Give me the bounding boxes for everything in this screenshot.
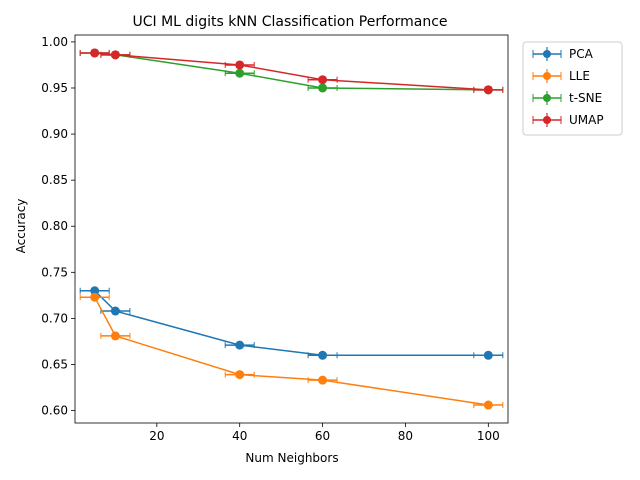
legend-label: t-SNE	[569, 91, 602, 105]
legend-label: PCA	[569, 47, 594, 61]
legend-marker	[543, 50, 551, 58]
data-point	[318, 350, 328, 360]
legend-entry: PCA	[532, 47, 594, 61]
legend-box	[522, 41, 623, 136]
data-point	[483, 400, 493, 410]
y-tick-label: 0.60	[41, 404, 68, 418]
legend-marker	[543, 72, 551, 80]
data-point	[110, 306, 120, 316]
y-tick-label: 0.90	[41, 127, 68, 141]
data-point	[235, 340, 245, 350]
y-tick-label: 0.95	[41, 81, 68, 95]
data-point	[235, 370, 245, 380]
y-tick-label: 0.65	[41, 357, 68, 371]
data-point	[235, 60, 245, 70]
legend-entry: t-SNE	[532, 91, 602, 105]
data-point	[318, 375, 328, 385]
x-tick-label: 60	[315, 429, 330, 443]
legend-marker	[543, 94, 551, 102]
data-point	[90, 48, 100, 58]
series-lle	[79, 292, 504, 410]
data-point	[90, 292, 100, 302]
x-tick-label: 20	[149, 429, 164, 443]
legend-label: LLE	[569, 69, 590, 83]
plot-area	[79, 48, 504, 410]
data-point	[318, 83, 328, 93]
data-point	[90, 286, 100, 296]
plot-frame	[74, 34, 509, 424]
series-line	[94, 52, 489, 91]
y-tick-label: 1.00	[41, 35, 68, 49]
y-tick-label: 0.80	[41, 219, 68, 233]
x-tick-label: 100	[477, 429, 500, 443]
x-tick-label: 80	[398, 429, 413, 443]
legend-entry: UMAP	[532, 113, 604, 127]
y-tick-label: 0.85	[41, 173, 68, 187]
x-axis-label: Num Neighbors	[245, 451, 338, 465]
data-point	[110, 331, 120, 341]
data-point	[483, 85, 493, 95]
series-umap	[79, 48, 504, 95]
chart-title: UCI ML digits kNN Classification Perform…	[132, 14, 447, 30]
x-tick-label: 40	[232, 429, 247, 443]
y-tick-label: 0.75	[41, 265, 68, 279]
legend: PCA LLE t-SNE UMAP	[522, 41, 623, 136]
data-point	[318, 75, 328, 85]
legend-marker	[543, 116, 551, 124]
data-point	[483, 350, 493, 360]
series-line	[94, 290, 489, 357]
y-axis-label: Accuracy	[14, 199, 28, 254]
series-pca	[79, 286, 504, 360]
data-point	[110, 50, 120, 60]
legend-label: UMAP	[569, 113, 604, 127]
y-tick-label: 0.70	[41, 311, 68, 325]
axes: 20 40 60 80 100 0.60 0.65 0.70 0.75 0.80 0.85 0.90 0…	[41, 34, 509, 443]
data-point	[235, 68, 245, 78]
legend-entry: LLE	[532, 69, 590, 83]
